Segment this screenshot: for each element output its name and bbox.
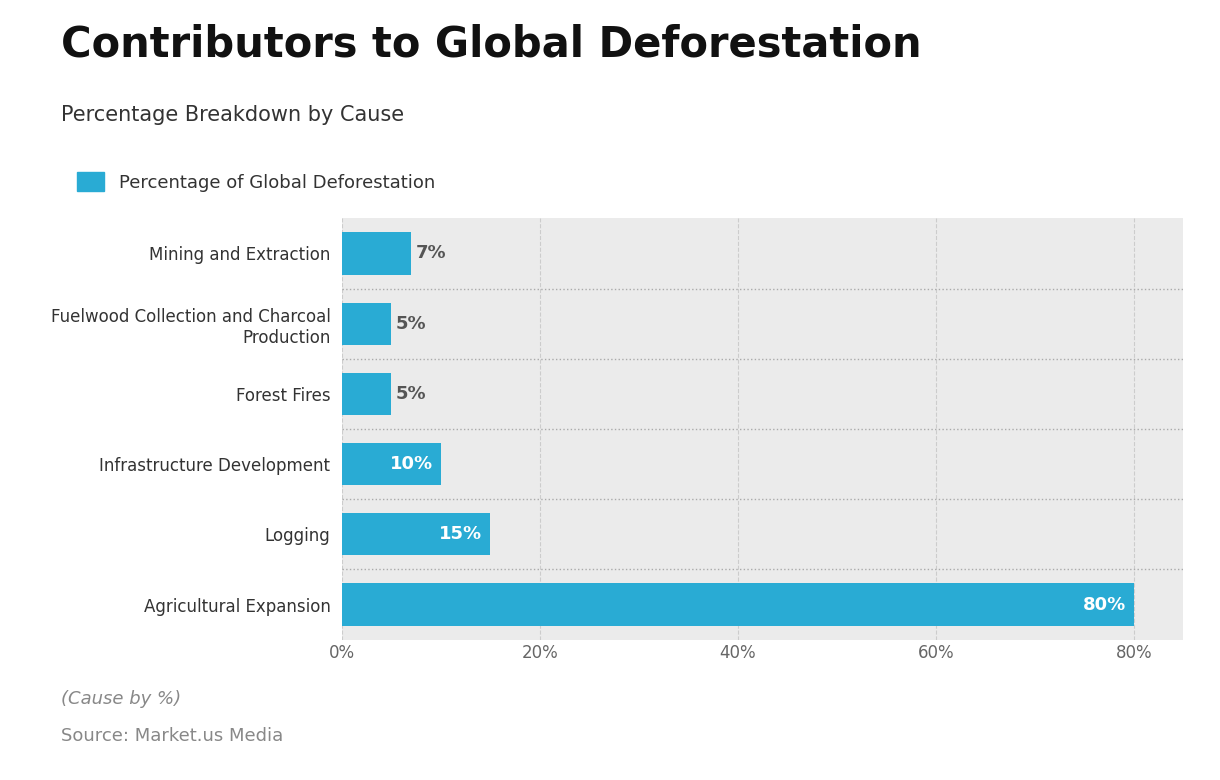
Bar [342,232,411,275]
Bar [342,443,440,485]
Text: 5%: 5% [396,314,427,333]
Text: Contributors to Global Deforestation: Contributors to Global Deforestation [61,23,921,66]
Bar [342,373,392,415]
Bar [342,513,490,555]
Text: Source: Market.us Media: Source: Market.us Media [61,727,283,745]
Bar [342,303,392,345]
Text: 10%: 10% [389,455,433,473]
Text: (Cause by %): (Cause by %) [61,690,181,708]
Text: 80%: 80% [1082,595,1126,614]
Text: 7%: 7% [416,244,447,263]
Text: Percentage Breakdown by Cause: Percentage Breakdown by Cause [61,105,404,126]
Bar [342,583,1133,626]
Text: 15%: 15% [439,525,482,544]
Legend: Percentage of Global Deforestation: Percentage of Global Deforestation [70,165,442,199]
Text: 5%: 5% [396,385,427,403]
